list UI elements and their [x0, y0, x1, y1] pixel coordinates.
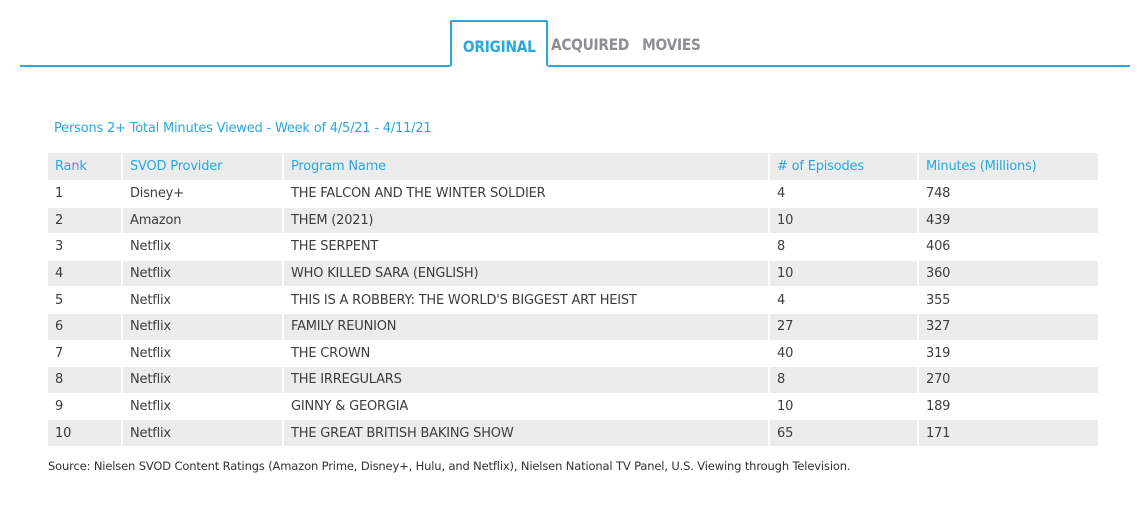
cell-svod-provider: Netflix — [122, 392, 284, 420]
cell-svod-provider: Netflix — [122, 366, 284, 394]
table-caption: Persons 2+ Total Minutes Viewed - Week o… — [54, 121, 432, 136]
cell-minutes: 748 — [918, 180, 1100, 208]
tab-bar-underline — [20, 65, 1130, 67]
cell-episodes: 8 — [769, 366, 919, 394]
cell-rank: 3 — [48, 233, 123, 261]
cell-program-name: WHO KILLED SARA (ENGLISH) — [283, 259, 770, 287]
table-row: 10 Netflix THE GREAT BRITISH BAKING SHOW 65… — [48, 419, 1100, 446]
cell-rank: 6 — [48, 312, 123, 341]
cell-minutes: 355 — [918, 286, 1100, 314]
cell-minutes: 189 — [918, 392, 1100, 420]
cell-rank: 9 — [48, 392, 123, 420]
cell-rank: 5 — [48, 286, 123, 314]
cell-episodes: 4 — [769, 180, 919, 208]
table-body: 1 Disney+ THE FALCON AND THE WINTER SOLDIE… — [48, 180, 1100, 446]
cell-program-name: GINNY & GEORGIA — [283, 392, 770, 420]
cell-minutes: 360 — [918, 259, 1100, 287]
cell-episodes: 10 — [769, 206, 919, 234]
cell-episodes: 8 — [769, 233, 919, 261]
cell-program-name: THEM (2021) — [283, 206, 770, 234]
tab-bar: ORIGINAL ACQUIRED MOVIES — [20, 0, 1130, 67]
cell-program-name: THE IRREGULARS — [283, 366, 770, 394]
cell-svod-provider: Netflix — [122, 233, 284, 261]
table-row: 7 Netflix THE CROWN 40 319 — [48, 339, 1100, 367]
cell-rank: 2 — [48, 206, 123, 234]
source-note: Source: Nielsen SVOD Content Ratings (Am… — [48, 459, 851, 473]
cell-svod-provider: Netflix — [122, 286, 284, 314]
table-row: 3 Netflix THE SERPENT 8 406 — [48, 233, 1100, 261]
cell-program-name: FAMILY REUNION — [283, 312, 770, 341]
cell-minutes: 171 — [918, 419, 1100, 446]
cell-rank: 10 — [48, 419, 123, 446]
cell-svod-provider: Netflix — [122, 339, 284, 367]
cell-svod-provider: Amazon — [122, 206, 284, 234]
cell-episodes: 27 — [769, 312, 919, 341]
cell-program-name: THE CROWN — [283, 339, 770, 367]
cell-svod-provider: Disney+ — [122, 180, 284, 208]
cell-episodes: 10 — [769, 392, 919, 420]
tab-original-label: ORIGINAL — [462, 37, 536, 56]
cell-rank: 7 — [48, 339, 123, 367]
cell-minutes: 327 — [918, 312, 1100, 341]
cell-minutes: 270 — [918, 366, 1100, 394]
table-row: 1 Disney+ THE FALCON AND THE WINTER SOLDIE… — [48, 180, 1100, 208]
cell-rank: 4 — [48, 259, 123, 287]
ratings-table: Rank SVOD Provider Program Name # of Epi… — [48, 153, 1100, 446]
cell-program-name: THE SERPENT — [283, 233, 770, 261]
cell-episodes: 40 — [769, 339, 919, 367]
cell-program-name: THE FALCON AND THE WINTER SOLDIER — [283, 180, 770, 208]
header-program-name: Program Name — [283, 153, 770, 181]
table-row: 4 Netflix WHO KILLED SARA (ENGLISH) 10 360 — [48, 259, 1100, 287]
table-row: 2 Amazon THEM (2021) 10 439 — [48, 206, 1100, 234]
cell-svod-provider: Netflix — [122, 259, 284, 287]
cell-minutes: 319 — [918, 339, 1100, 367]
table-row: 9 Netflix GINNY & GEORGIA 10 189 — [48, 392, 1100, 420]
header-episodes: # of Episodes — [769, 153, 919, 181]
header-rank: Rank — [48, 153, 123, 181]
cell-episodes: 10 — [769, 259, 919, 287]
cell-episodes: 4 — [769, 286, 919, 314]
tab-movies[interactable]: MOVIES — [642, 35, 701, 54]
table-row: 8 Netflix THE IRREGULARS 8 270 — [48, 366, 1100, 394]
cell-rank: 1 — [48, 180, 123, 208]
cell-program-name: THIS IS A ROBBERY: THE WORLD'S BIGGEST A… — [283, 286, 770, 314]
cell-svod-provider: Netflix — [122, 419, 284, 446]
table-row: 5 Netflix THIS IS A ROBBERY: THE WORLD'S B… — [48, 286, 1100, 314]
table-row: 6 Netflix FAMILY REUNION 27 327 — [48, 312, 1100, 341]
cell-program-name: THE GREAT BRITISH BAKING SHOW — [283, 419, 770, 446]
tab-original[interactable]: ORIGINAL — [450, 20, 548, 67]
table-header-row: Rank SVOD Provider Program Name # of Epi… — [48, 153, 1100, 181]
cell-rank: 8 — [48, 366, 123, 394]
header-svod-provider: SVOD Provider — [122, 153, 284, 181]
cell-minutes: 406 — [918, 233, 1100, 261]
tab-acquired[interactable]: ACQUIRED — [550, 35, 630, 54]
cell-minutes: 439 — [918, 206, 1100, 234]
cell-svod-provider: Netflix — [122, 312, 284, 341]
header-minutes: Minutes (Millions) — [918, 153, 1100, 181]
cell-episodes: 65 — [769, 419, 919, 446]
